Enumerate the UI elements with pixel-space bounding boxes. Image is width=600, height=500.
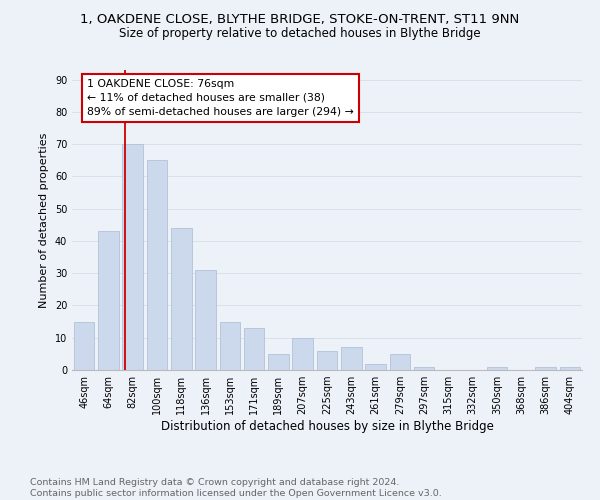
Bar (146, 160, 167, 370)
Bar (292, 338, 313, 370)
Bar (74, 322, 94, 370)
Text: 1 OAKDENE CLOSE: 76sqm
← 11% of detached houses are smaller (38)
89% of semi-det: 1 OAKDENE CLOSE: 76sqm ← 11% of detached… (88, 79, 354, 117)
Bar (365, 364, 386, 370)
Bar (487, 367, 508, 370)
Bar (389, 354, 410, 370)
Bar (171, 228, 191, 370)
Bar (535, 367, 556, 370)
Text: Contains HM Land Registry data © Crown copyright and database right 2024.
Contai: Contains HM Land Registry data © Crown c… (30, 478, 442, 498)
Text: Size of property relative to detached houses in Blythe Bridge: Size of property relative to detached ho… (119, 28, 481, 40)
Bar (341, 348, 362, 370)
Bar (220, 322, 240, 370)
Bar (317, 350, 337, 370)
Text: 1, OAKDENE CLOSE, BLYTHE BRIDGE, STOKE-ON-TRENT, ST11 9NN: 1, OAKDENE CLOSE, BLYTHE BRIDGE, STOKE-O… (80, 12, 520, 26)
Bar (268, 354, 289, 370)
Bar (195, 270, 216, 370)
Bar (560, 367, 580, 370)
X-axis label: Distribution of detached houses by size in Blythe Bridge: Distribution of detached houses by size … (161, 420, 493, 433)
Bar (122, 144, 143, 370)
Bar (414, 367, 434, 370)
Bar (244, 328, 265, 370)
Bar (98, 232, 119, 370)
Y-axis label: Number of detached properties: Number of detached properties (39, 132, 49, 308)
